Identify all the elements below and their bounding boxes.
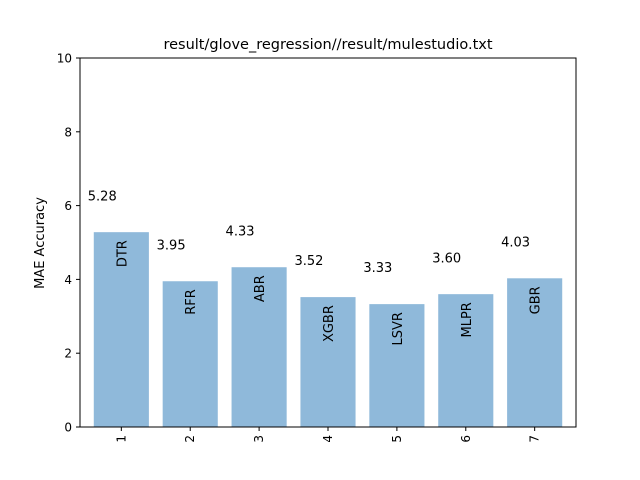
y-axis: 0 2 4 6 8 10 bbox=[57, 52, 80, 435]
bar-value-label: 3.52 bbox=[294, 254, 323, 269]
bar-value-label: 4.03 bbox=[501, 235, 530, 250]
y-tick-label: 6 bbox=[64, 199, 72, 213]
bar bbox=[369, 304, 425, 427]
bar bbox=[93, 232, 149, 427]
bars-group: 5.28 DTR 3.95 RFR 4.33 ABR 3.52 XGBR 3.33 LSVR 3.6… bbox=[88, 189, 563, 427]
bar-value-label: 4.33 bbox=[226, 224, 255, 239]
y-axis-label: MAE Accuracy bbox=[33, 197, 48, 289]
bar-name-label: DTR bbox=[115, 240, 130, 267]
x-tick-label: 7 bbox=[528, 435, 542, 443]
x-tick-label: 2 bbox=[183, 435, 197, 443]
x-tick-label: 4 bbox=[321, 435, 335, 443]
x-axis: 1 2 3 4 5 6 7 bbox=[114, 427, 542, 443]
x-tick-label: 3 bbox=[252, 435, 266, 443]
bar-name-label: MLPR bbox=[460, 302, 475, 337]
bar bbox=[162, 281, 218, 427]
bar bbox=[438, 294, 494, 427]
bar-value-label: 3.60 bbox=[432, 251, 461, 266]
bar-name-label: XGBR bbox=[322, 305, 337, 342]
x-tick-label: 5 bbox=[390, 435, 404, 443]
bar-name-label: RFR bbox=[184, 289, 199, 315]
x-tick-label: 1 bbox=[114, 435, 128, 443]
y-tick-label: 0 bbox=[64, 421, 72, 435]
bar-value-label: 3.33 bbox=[363, 261, 392, 276]
bar-name-label: LSVR bbox=[391, 312, 406, 345]
bar-name-label: ABR bbox=[253, 275, 268, 302]
x-tick-label: 6 bbox=[459, 435, 473, 443]
bar-name-label: GBR bbox=[529, 286, 544, 314]
bar bbox=[231, 267, 287, 427]
y-tick-label: 10 bbox=[57, 52, 72, 66]
y-tick-label: 2 bbox=[64, 347, 72, 361]
bar bbox=[300, 297, 356, 427]
y-tick-label: 4 bbox=[64, 273, 72, 287]
bar-value-label: 3.95 bbox=[157, 238, 186, 253]
bar bbox=[507, 278, 563, 427]
y-tick-label: 8 bbox=[64, 125, 72, 139]
bar-value-label: 5.28 bbox=[88, 189, 117, 204]
chart-title: result/glove_regression//result/mulestud… bbox=[163, 37, 492, 53]
plot-frame bbox=[79, 57, 577, 428]
